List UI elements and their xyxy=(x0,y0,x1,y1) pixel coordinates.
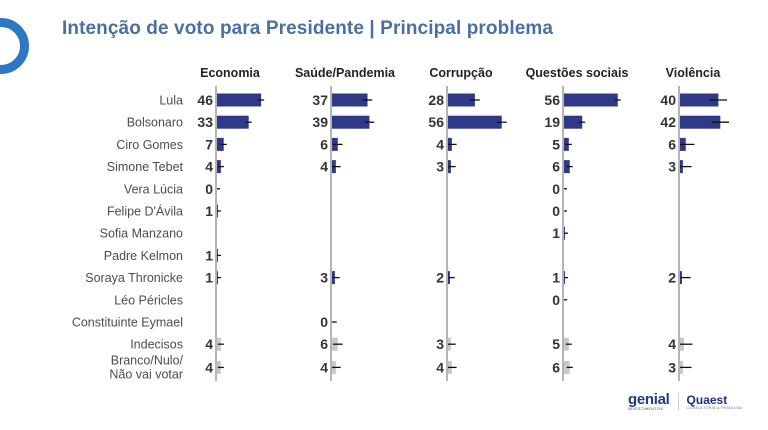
series-header: Corrupção xyxy=(429,66,493,80)
value-label: 4 xyxy=(205,359,213,375)
value-label: 3 xyxy=(668,359,676,375)
bar xyxy=(217,93,262,107)
category-label: Léo Péricles xyxy=(114,293,183,307)
category-label: Felipe D'Ávila xyxy=(107,204,183,219)
value-label: 42 xyxy=(660,114,676,130)
value-label: 3 xyxy=(668,159,676,175)
quaest-logo-text: Quaest xyxy=(686,392,728,407)
value-label: 4 xyxy=(320,159,328,175)
value-label: 1 xyxy=(552,225,560,241)
bar xyxy=(332,93,368,107)
category-label: Lula xyxy=(159,94,183,108)
category-label: Simone Tebet xyxy=(107,160,184,174)
value-label: 56 xyxy=(544,92,560,108)
value-label: 39 xyxy=(312,114,328,130)
value-label: 7 xyxy=(205,136,213,152)
series-header: Violência xyxy=(666,66,722,80)
value-label: 4 xyxy=(320,359,328,375)
genial-logo-text: genial xyxy=(628,391,670,408)
genial-logo-subtext: INVESTIMENTOS xyxy=(628,407,664,411)
quaest-logo: Quaest CONSULTORIA & PESQUISA xyxy=(687,394,743,411)
value-label: 40 xyxy=(660,92,676,108)
value-label: 0 xyxy=(552,292,560,308)
value-label: 1 xyxy=(552,270,560,286)
brand-divider xyxy=(677,392,679,411)
bar xyxy=(564,115,583,129)
category-label: Padre Kelmon xyxy=(104,249,183,263)
category-label: Indecisos xyxy=(130,338,183,352)
brand-logos: genial INVESTIMENTOS Quaest CONSULTORIA … xyxy=(628,392,742,412)
bar xyxy=(448,115,502,129)
category-label: Bolsonaro xyxy=(127,116,183,130)
series-header: Questões sociais xyxy=(526,66,629,80)
value-label: 6 xyxy=(668,136,676,152)
category-label: Constituinte Eymael xyxy=(72,316,183,330)
category-label: Branco/Nulo/ xyxy=(111,353,184,367)
category-label: Não vai votar xyxy=(109,367,183,381)
genial-logo: genial INVESTIMENTOS xyxy=(628,392,670,412)
value-label: 3 xyxy=(436,159,444,175)
value-label: 0 xyxy=(320,314,328,330)
bar xyxy=(217,137,224,151)
bar xyxy=(680,93,719,107)
category-label: Vera Lúcia xyxy=(124,182,183,196)
value-label: 37 xyxy=(312,92,328,108)
category-label: Ciro Gomes xyxy=(116,138,183,152)
value-label: 5 xyxy=(552,336,560,352)
value-label: 28 xyxy=(428,92,444,108)
bar xyxy=(448,93,475,107)
value-label: 56 xyxy=(428,114,444,130)
value-label: 4 xyxy=(205,336,213,352)
value-label: 6 xyxy=(552,159,560,175)
value-label: 46 xyxy=(197,92,213,108)
value-label: 6 xyxy=(320,336,328,352)
bar xyxy=(217,115,249,129)
value-label: 4 xyxy=(668,336,676,352)
quaest-logo-subtext: CONSULTORIA & PESQUISA xyxy=(686,405,743,410)
value-label: 3 xyxy=(436,336,444,352)
value-label: 33 xyxy=(197,114,213,130)
chart-title: Intenção de voto para Presidente | Princ… xyxy=(62,18,554,39)
series-header: Economia xyxy=(200,66,261,80)
value-label: 4 xyxy=(436,136,444,152)
value-label: 2 xyxy=(668,270,676,286)
value-label: 0 xyxy=(552,203,560,219)
bar xyxy=(680,115,721,129)
value-label: 1 xyxy=(205,270,213,286)
value-label: 3 xyxy=(320,270,328,286)
category-label: Soraya Thronicke xyxy=(85,271,183,285)
value-label: 6 xyxy=(320,136,328,152)
bar xyxy=(332,115,370,129)
value-label: 1 xyxy=(205,247,213,263)
value-label: 4 xyxy=(436,359,444,375)
value-label: 19 xyxy=(544,114,560,130)
series-header: Saúde/Pandemia xyxy=(295,66,396,80)
value-label: 6 xyxy=(552,359,560,375)
bar xyxy=(564,93,618,107)
value-label: 4 xyxy=(205,159,213,175)
value-label: 0 xyxy=(205,181,213,197)
value-label: 1 xyxy=(205,203,213,219)
value-label: 0 xyxy=(552,181,560,197)
logo-ring-icon xyxy=(0,18,29,74)
value-label: 5 xyxy=(552,136,560,152)
value-label: 2 xyxy=(436,270,444,286)
category-label: Sofia Manzano xyxy=(100,227,183,241)
